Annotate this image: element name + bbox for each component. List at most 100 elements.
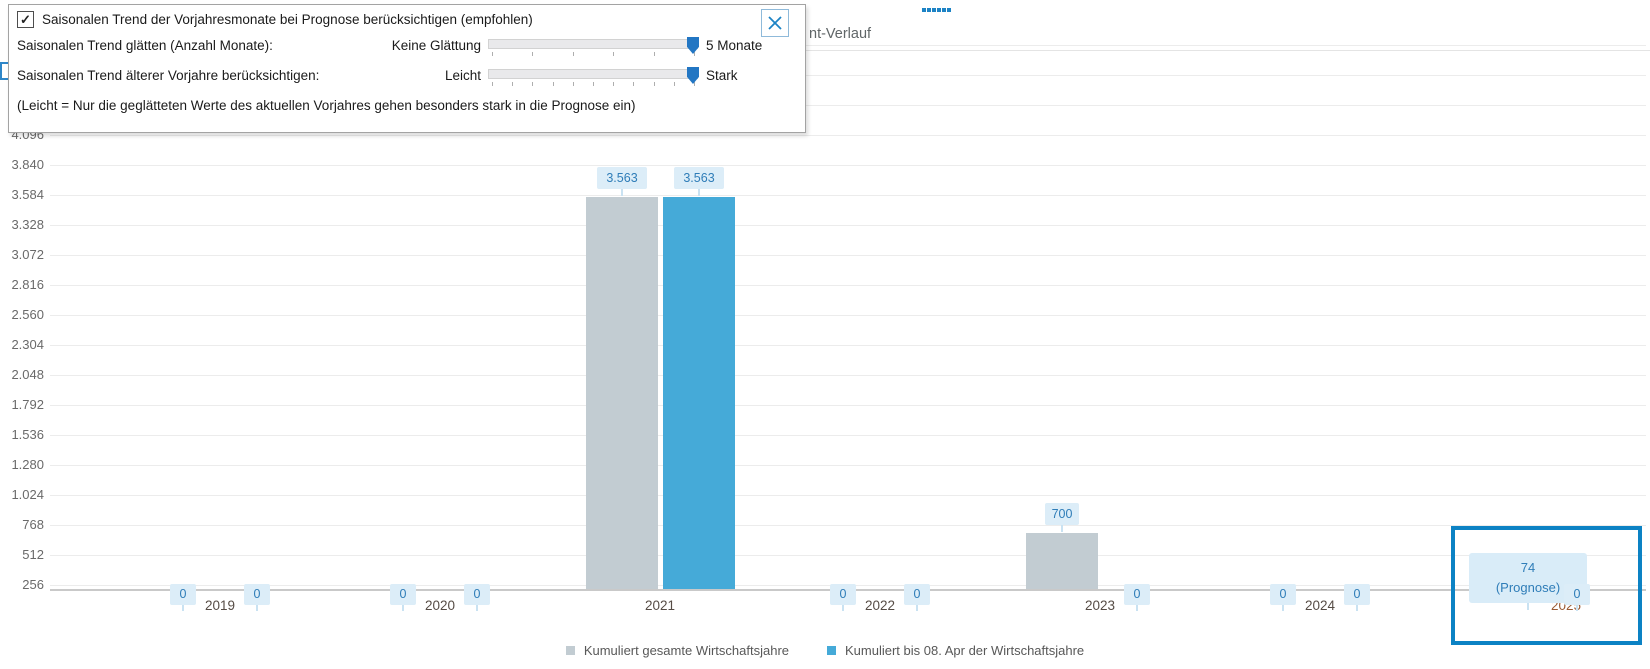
bar-value-badge: 3.563: [674, 167, 724, 189]
y-axis-label: 1.536: [11, 427, 44, 442]
gridline: [50, 75, 1646, 76]
chart-legend: Kumuliert gesamte Wirtschaftsjahre Kumuli…: [0, 643, 1650, 658]
older-years-slider[interactable]: [488, 67, 699, 86]
y-axis-label: 3.840: [11, 157, 44, 172]
zero-value-badge: 0: [1344, 584, 1370, 605]
chart-bar: [586, 197, 658, 589]
chart-bar: [663, 197, 735, 589]
zero-value-badge: 0: [390, 584, 416, 605]
x-axis-year-label: 2024: [1304, 598, 1336, 613]
legend-item[interactable]: Kumuliert gesamte Wirtschaftsjahre: [565, 643, 790, 658]
gridline: [50, 285, 1646, 286]
gridline: [50, 45, 1646, 46]
x-axis-year-label: 2020: [424, 598, 456, 613]
seasonal-trend-checkbox-row: ✓ Saisonalen Trend der Vorjahresmonate b…: [17, 11, 533, 28]
label-stem: [916, 605, 918, 611]
legend-label: Kumuliert bis 08. Apr der Wirtschaftsjah…: [845, 643, 1085, 658]
close-button[interactable]: [761, 9, 789, 37]
label-stem: [1136, 605, 1138, 611]
label-stem: [1527, 603, 1529, 610]
gridline: [50, 195, 1646, 196]
zero-value-badge: 0: [244, 584, 270, 605]
x-axis-year-label: 2021: [644, 598, 676, 613]
older-years-slider-min-label: Leicht: [444, 68, 481, 83]
legend-swatch: [827, 646, 837, 655]
zero-value-badge: 0: [464, 584, 490, 605]
chart-bar: [1026, 533, 1098, 589]
seasonal-trend-checkbox[interactable]: ✓: [17, 11, 34, 28]
older-years-slider-thumb[interactable]: [687, 67, 699, 84]
y-axis-label: 2.048: [11, 367, 44, 382]
label-stem: [621, 189, 623, 196]
chart-title-partial: nt-Verlauf: [809, 26, 872, 42]
close-icon: [768, 16, 782, 30]
y-axis-label: 1.792: [11, 397, 44, 412]
label-stem: [476, 605, 478, 611]
zero-value-badge: 0: [1564, 584, 1590, 605]
x-axis-year-label: 2019: [204, 598, 236, 613]
legend-item[interactable]: Kumuliert bis 08. Apr der Wirtschaftsjah…: [827, 643, 1084, 658]
y-axis-label: 3.584: [11, 187, 44, 202]
y-axis-label: 2.560: [11, 307, 44, 322]
label-stem: [842, 605, 844, 611]
trend-settings-popup: ✓ Saisonalen Trend der Vorjahresmonate b…: [8, 4, 806, 133]
label-stem: [1356, 605, 1358, 611]
zero-value-badge: 0: [1124, 584, 1150, 605]
gridline: [50, 405, 1646, 406]
gridline: [50, 225, 1646, 226]
zero-value-badge: 0: [904, 584, 930, 605]
label-stem: [256, 605, 258, 611]
gridline: [50, 525, 1646, 526]
gridline: [50, 165, 1646, 166]
gridline: [50, 465, 1646, 466]
gridline: [50, 555, 1646, 556]
gridline: [50, 135, 1646, 136]
label-stem: [1061, 525, 1063, 532]
forecast-highlight-box: [1451, 526, 1642, 645]
gridline: [50, 435, 1646, 436]
label-stem: [402, 605, 404, 611]
bar-value-badge: 700: [1045, 503, 1079, 525]
slider-hint-text: (Leicht = Nur die geglätteten Werte des …: [17, 98, 636, 113]
bar-value-badge: 3.563: [597, 167, 647, 189]
header-separator: [806, 50, 1650, 51]
gridline: [50, 345, 1646, 346]
zero-value-badge: 0: [1270, 584, 1296, 605]
gridline: [50, 375, 1646, 376]
x-axis-year-label: 2022: [864, 598, 896, 613]
label-stem: [698, 189, 700, 196]
older-years-slider-max-label: Stark: [706, 68, 738, 83]
legend-swatch: [565, 646, 575, 655]
y-axis-label: 1.280: [11, 457, 44, 472]
gridline: [50, 105, 1646, 106]
seasonal-trend-checkbox-label: Saisonalen Trend der Vorjahresmonate bei…: [42, 12, 533, 27]
y-axis-label: 256: [22, 577, 44, 592]
y-axis-label: 1.024: [11, 487, 44, 502]
zero-value-badge: 0: [830, 584, 856, 605]
drag-dots-icon[interactable]: [922, 8, 951, 12]
label-stem: [182, 605, 184, 611]
legend-label: Kumuliert gesamte Wirtschaftsjahre: [583, 643, 790, 658]
y-axis-label: 3.072: [11, 247, 44, 262]
gridline: [50, 255, 1646, 256]
x-axis-year-label: 2023: [1084, 598, 1116, 613]
smoothing-slider-max-label: 5 Monate: [706, 38, 763, 53]
y-axis-label: 3.328: [11, 217, 44, 232]
y-axis-label: 768: [22, 517, 44, 532]
smoothing-slider[interactable]: [488, 37, 699, 56]
y-axis-label: 2.816: [11, 277, 44, 292]
label-stem: [1282, 605, 1284, 611]
y-axis-label: 512: [22, 547, 44, 562]
gridline: [50, 315, 1646, 316]
gridline: [50, 495, 1646, 496]
smoothing-slider-label: Saisonalen Trend glätten (Anzahl Monate)…: [17, 38, 273, 53]
y-axis-label: 2.304: [11, 337, 44, 352]
older-years-slider-ticks: [489, 82, 699, 87]
smoothing-slider-thumb[interactable]: [687, 37, 699, 54]
older-years-slider-label: Saisonalen Trend älterer Vorjahre berück…: [17, 68, 320, 83]
zero-value-badge: 0: [170, 584, 196, 605]
label-stem: [1576, 605, 1578, 611]
smoothing-slider-ticks: [489, 52, 699, 57]
